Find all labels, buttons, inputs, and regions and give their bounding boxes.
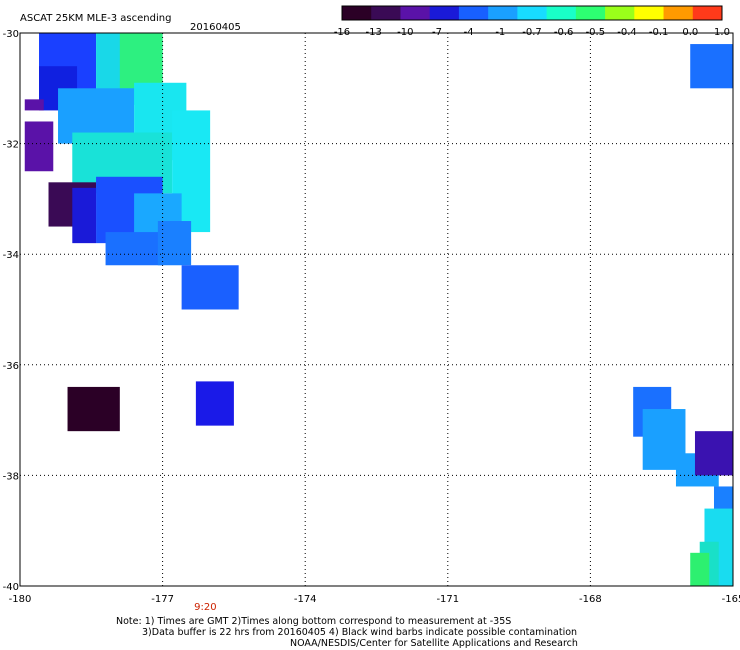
data-cell [24, 99, 44, 111]
data-cells [24, 33, 733, 586]
colorbar-swatch [575, 6, 606, 20]
colorbar-swatch [663, 6, 694, 20]
axis-labels: -180 -177 -174 -171 -168 -165 -30 -32 -34 -36 -38 -… [3, 29, 740, 605]
time-label: 9:20 [194, 602, 216, 613]
x-tick-label: -165 [722, 594, 740, 605]
x-tick-label: -171 [436, 594, 459, 605]
data-cell [181, 265, 239, 310]
x-tick-label: -174 [294, 594, 317, 605]
colorbar-swatch [342, 6, 372, 20]
data-cell [105, 232, 163, 266]
y-tick-label: -36 [3, 361, 19, 372]
colorbar-swatch [458, 6, 489, 20]
colorbar-frame [341, 5, 723, 21]
y-tick-label: -30 [3, 29, 19, 40]
data-cell [690, 552, 710, 586]
footnote-line-1: Note: 1) Times are GMT 2)Times along bot… [116, 616, 512, 627]
y-tick-label: -34 [3, 250, 19, 261]
y-tick-label: -38 [3, 471, 19, 482]
footnote-line-2: 3)Data buffer is 22 hrs from 20160405 4)… [142, 627, 578, 638]
data-cell [72, 187, 97, 244]
plot-frame [19, 32, 734, 587]
chart-date: 20160405 [190, 22, 241, 33]
footnote-line-3: NOAA/NESDIS/Center for Satellite Applica… [290, 638, 578, 649]
chart-title: ASCAT 25KM MLE-3 ascending [20, 13, 171, 24]
colorbar-swatch [517, 6, 548, 20]
colorbar-swatch [546, 6, 577, 20]
colorbar-swatch [692, 6, 723, 20]
data-cell [690, 44, 733, 89]
colorbar-swatch [605, 6, 635, 20]
colorbar-swatch [371, 6, 401, 20]
data-cell [24, 121, 54, 172]
y-tick-label: -32 [3, 140, 19, 151]
colorbar-swatch [634, 6, 665, 20]
x-tick-label: -180 [9, 594, 32, 605]
x-tick-label: -177 [151, 594, 174, 605]
data-cell [195, 381, 234, 426]
x-tick-label: -168 [579, 594, 602, 605]
y-tick-label: -40 [3, 582, 19, 593]
colorbar-swatch [488, 6, 518, 20]
colorbar-swatch [429, 6, 460, 20]
colorbar-swatch [400, 6, 431, 20]
data-cell [157, 221, 192, 266]
data-cell [67, 386, 120, 432]
data-cell [119, 33, 163, 89]
data-cell [694, 431, 733, 476]
grid-lines [20, 33, 733, 586]
